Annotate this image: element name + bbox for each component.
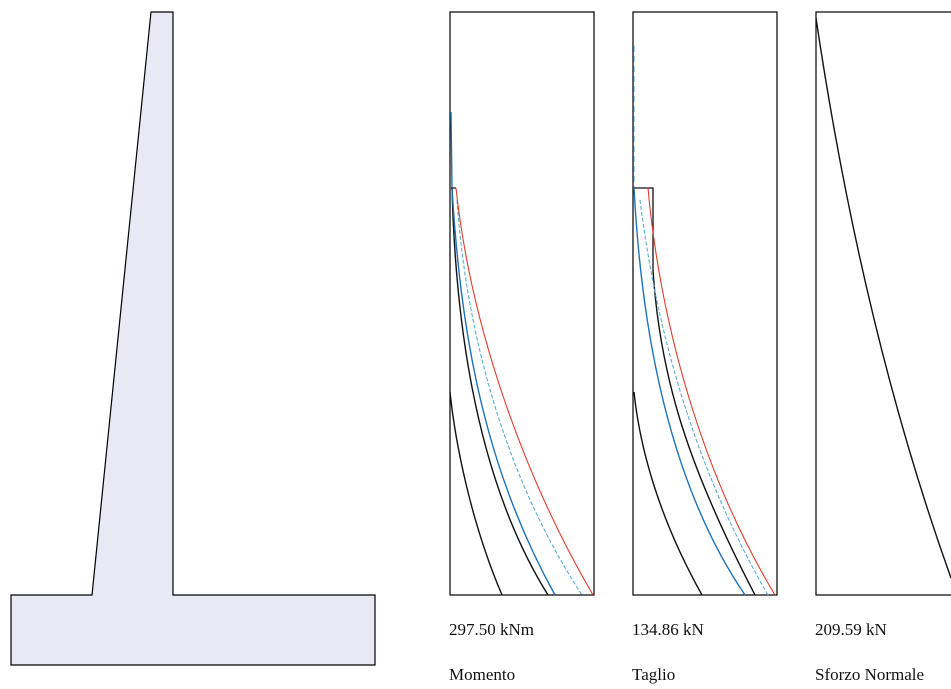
taglio-curve-blue (633, 187, 746, 596)
taglio-diagram (632, 11, 778, 596)
taglio-curve-cyan (639, 199, 769, 596)
momento-curve-black-2 (451, 187, 549, 596)
taglio-curve-black-step (634, 187, 654, 270)
taglio-value: 134.86 kN (632, 620, 704, 639)
sforzo-normale-diagram (815, 11, 951, 596)
momento-curve-red (455, 187, 594, 596)
taglio-caption: Taglio (632, 665, 676, 684)
sforzo-caption: Sforzo Normale (815, 665, 925, 684)
momento-value: 297.50 kNm (449, 620, 534, 639)
momento-frame (449, 11, 595, 596)
taglio-frame (632, 11, 778, 596)
sforzo-frame (815, 11, 951, 596)
taglio-curve-black-2 (652, 269, 756, 596)
momento-curve-black-1 (449, 391, 503, 596)
momento-curve-blue (450, 111, 556, 596)
taglio-curve-black-1 (633, 391, 703, 596)
sforzo-value: 209.59 kN (815, 620, 887, 639)
sforzo-curve-black (815, 17, 951, 579)
momento-curve-cyan (456, 199, 583, 596)
retaining-wall-section (10, 11, 376, 666)
taglio-curve-red (647, 187, 776, 596)
momento-caption: Momento (449, 665, 516, 684)
momento-diagram (449, 11, 595, 596)
